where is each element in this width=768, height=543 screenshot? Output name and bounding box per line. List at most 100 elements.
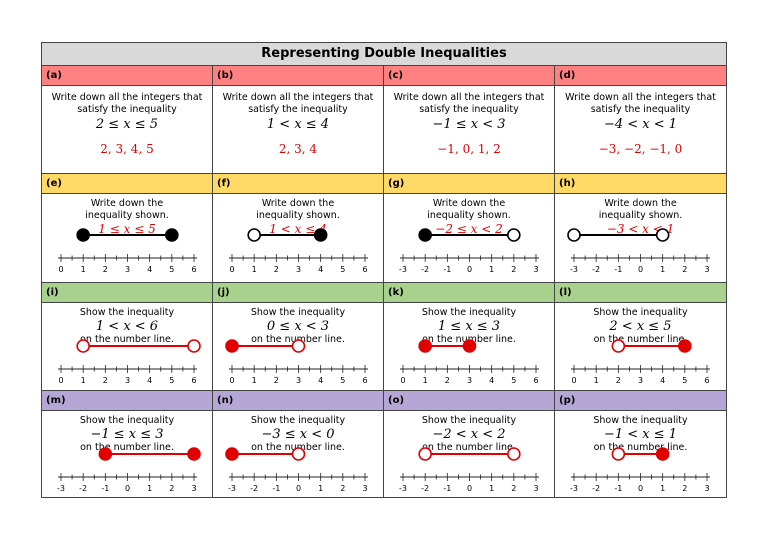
worksheet-title: Representing Double Inequalities [42, 43, 726, 66]
tick-label: 4 [147, 265, 152, 274]
question-cell: (f) Write down the inequality shown. 1 < x… [213, 174, 384, 283]
question-label: (c) [384, 66, 554, 86]
open-endpoint [291, 447, 306, 461]
number-line: 0 1 2 3 4 5 6 [58, 339, 201, 385]
tick-label: -3 [228, 484, 236, 493]
tick-label: 1 [81, 376, 86, 385]
tick-label: 1 [594, 376, 599, 385]
tick-label: 6 [362, 376, 367, 385]
tick-label: 2 [103, 376, 108, 385]
tick-label: 3 [467, 376, 472, 385]
inequality-text: 0 ≤ x < 3 [266, 319, 330, 334]
question-cell: (b) Write down all the integers that sati… [213, 66, 384, 174]
answer-text: 2, 3, 4 [278, 142, 318, 156]
open-endpoint [507, 228, 521, 242]
tick-label: 5 [340, 376, 345, 385]
tick-label: 0 [467, 265, 472, 274]
answer-text: 2, 3, 4, 5 [100, 142, 154, 156]
tick-label: -3 [399, 484, 407, 493]
question-prompt: Show the inequality [79, 307, 175, 318]
tick-label: 0 [400, 376, 405, 385]
question-suffix: on the number line. [80, 442, 174, 453]
question-prompt: Show the inequality [593, 415, 688, 426]
tick-label: -1 [272, 484, 280, 493]
question-cell: (o) Show the inequality −2 < x < 2 on the n… [384, 391, 555, 498]
tick-label: 2 [274, 265, 279, 274]
question-label: (n) [213, 391, 383, 411]
question-label: (a) [42, 66, 212, 86]
question-suffix: on the number line. [80, 334, 174, 345]
tick-label: -3 [570, 265, 578, 274]
tick-label: 5 [511, 376, 516, 385]
number-line: 0 1 2 3 4 5 6 [400, 339, 539, 385]
answer-text: −1, 0, 1, 2 [437, 142, 501, 156]
number-line: 0 1 2 3 4 5 6 [229, 228, 368, 274]
question-cell: (g) Write down the inequality shown. −2 ≤ … [384, 174, 555, 283]
tick-label: 1 [252, 376, 257, 385]
tick-label: 3 [296, 265, 301, 274]
question-prompt: Show the inequality [421, 415, 517, 426]
tick-label: 0 [296, 484, 301, 493]
closed-endpoint [187, 447, 201, 461]
question-prompt: Show the inequality [79, 415, 175, 426]
number-line: -3 -2 -1 0 1 2 3 [567, 228, 710, 274]
closed-endpoint [418, 339, 432, 353]
open-endpoint [418, 447, 432, 461]
question-label: (g) [384, 174, 554, 194]
tick-label: 0 [229, 265, 234, 274]
question-label: (o) [384, 391, 554, 411]
question-suffix: on the number line. [593, 334, 688, 345]
open-endpoint [611, 447, 626, 461]
tick-label: 2 [103, 265, 108, 274]
tick-label: 2 [169, 484, 174, 493]
open-endpoint [611, 339, 626, 353]
tick-label: 3 [191, 484, 196, 493]
open-endpoint [187, 339, 201, 353]
number-line: -3 -2 -1 0 1 2 3 [399, 228, 539, 274]
inequality-answer: −2 ≤ x < 2 [435, 222, 503, 236]
closed-endpoint [225, 339, 239, 353]
inequality-text: 1 < x ≤ 4 [266, 117, 330, 132]
worksheet: Representing Double Inequalities (a) Writ… [41, 42, 727, 498]
tick-label: 5 [169, 376, 174, 385]
inequality-answer: 1 < x ≤ 4 [269, 222, 327, 236]
tick-label: 4 [489, 376, 494, 385]
tick-label: -3 [570, 484, 578, 493]
tick-label: 1 [423, 376, 428, 385]
question-cell: (j) Show the inequality 0 ≤ x < 3 on the nu… [213, 283, 384, 391]
tick-label: -1 [443, 484, 451, 493]
question-cell: (e) Write down the inequality shown. 1 ≤ x… [42, 174, 213, 283]
tick-label: 6 [191, 376, 196, 385]
question-cell: (p) Show the inequality −1 < x ≤ 1 on the n… [555, 391, 726, 498]
tick-label: -2 [592, 484, 600, 493]
tick-label: 3 [362, 484, 367, 493]
tick-label: 3 [704, 484, 709, 493]
question-suffix: on the number line. [422, 442, 516, 453]
tick-label: 6 [704, 376, 709, 385]
tick-label: 3 [125, 265, 130, 274]
answer-text: −3, −2, −1, 0 [598, 142, 683, 156]
tick-label: 4 [318, 376, 323, 385]
number-line: -3 -2 -1 0 1 2 3 [225, 447, 368, 493]
tick-label: 1 [489, 265, 494, 274]
tick-label: 6 [191, 265, 196, 274]
number-line: -3 -2 -1 0 1 2 3 [57, 447, 201, 493]
tick-label: 5 [169, 265, 174, 274]
inequality-text: −3 ≤ x < 0 [261, 427, 335, 442]
number-line: 0 1 2 3 4 5 6 [225, 339, 368, 385]
tick-label: 4 [318, 265, 323, 274]
tick-label: -2 [79, 484, 87, 493]
closed-endpoint [462, 339, 477, 353]
tick-label: 1 [660, 484, 665, 493]
question-label: (p) [555, 391, 726, 411]
question-prompt: Show the inequality [250, 415, 346, 426]
tick-label: -3 [399, 265, 407, 274]
tick-label: 0 [571, 376, 576, 385]
inequality-text: −1 < x ≤ 1 [603, 427, 678, 442]
tick-label: 1 [318, 484, 323, 493]
tick-label: -1 [614, 265, 622, 274]
inequality-answer: 1 ≤ x ≤ 5 [98, 222, 156, 236]
tick-label: 1 [81, 265, 86, 274]
tick-label: 0 [229, 376, 234, 385]
question-prompt: Write down the inequality shown. [598, 198, 683, 221]
